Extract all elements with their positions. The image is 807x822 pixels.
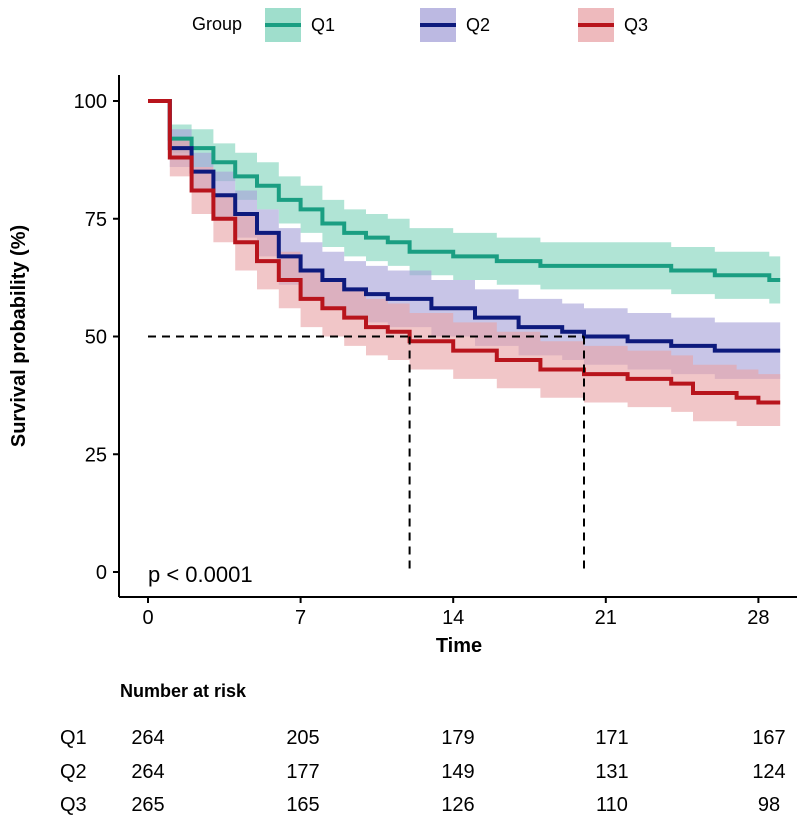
confidence-band-q2 [148,101,781,379]
risk-cell: 165 [286,794,319,816]
risk-cell: 167 [752,727,785,749]
risk-cell: 264 [131,761,164,783]
legend-label: Q3 [624,15,648,35]
plot-area: 0 25 50 75 100 0 7 14 21 28 [74,75,797,629]
x-axis-title: Time [436,635,482,657]
p-value-annotation: p < 0.0001 [148,562,253,587]
risk-cell: 177 [286,761,319,783]
x-tick-label: 14 [442,607,464,629]
risk-row-label: Q1 [60,727,87,749]
survival-curve-q1 [148,99,781,282]
risk-cell: 205 [286,727,319,749]
survival-curve-q3 [148,99,781,405]
risk-cell: 179 [441,727,474,749]
legend-title: Group [192,14,242,34]
y-axis-title: Survival probability (%) [8,225,30,447]
x-tick-label: 0 [142,607,153,629]
y-tick-label: 100 [74,91,107,113]
risk-cell: 265 [131,794,164,816]
risk-table-title: Number at risk [120,681,247,701]
y-tick-label: 0 [96,562,107,584]
risk-cell: 131 [595,761,628,783]
legend-label: Q1 [311,15,335,35]
y-tick-label: 75 [85,209,107,231]
legend: Group Q1 Q2 Q3 [192,8,648,42]
survival-curve-q2 [148,99,781,353]
y-tick-label: 50 [85,327,107,349]
risk-cell: 124 [752,761,785,783]
y-tick-label: 25 [85,444,107,466]
confidence-band-q1 [148,101,781,304]
risk-cell: 149 [441,761,474,783]
risk-cell: 126 [441,794,474,816]
legend-item-q3: Q3 [578,8,648,42]
risk-row-label: Q3 [60,794,87,816]
x-tick-label: 7 [295,607,306,629]
legend-item-q1: Q1 [265,8,335,42]
risk-row-q1: Q1 264 205 179 171 167 [60,727,786,749]
risk-cell: 110 [596,794,628,816]
risk-cell: 264 [131,727,164,749]
risk-cell: 171 [595,727,628,749]
legend-item-q2: Q2 [420,8,490,42]
legend-label: Q2 [466,15,490,35]
risk-row-label: Q2 [60,761,87,783]
x-tick-label: 21 [595,607,617,629]
risk-row-q3: Q3 265 165 126 110 98 [60,794,780,816]
risk-cell: 98 [758,794,780,816]
risk-row-q2: Q2 264 177 149 131 124 [60,761,786,783]
x-tick-label: 28 [747,607,769,629]
risk-table: Number at risk Q1 264 205 179 171 167 Q2 264 177… [60,681,786,816]
